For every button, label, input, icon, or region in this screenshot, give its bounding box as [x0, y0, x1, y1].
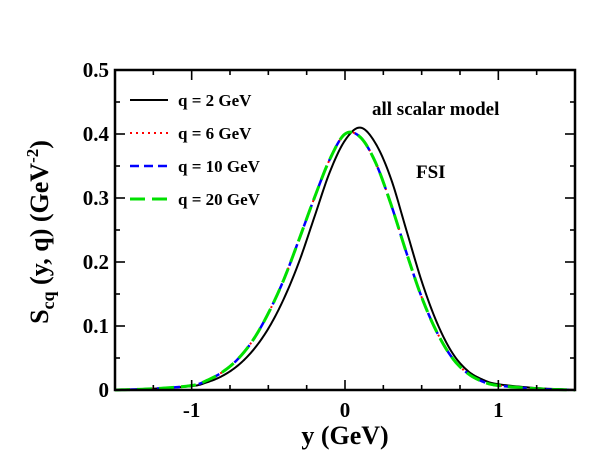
labels-layer: -1 0 1 0 0.1 0.2 0.3 0.4 0.5	[83, 58, 504, 422]
y-tick-label: 0.1	[83, 314, 109, 338]
y-tick-label: 0	[99, 378, 110, 402]
x-tick-label: 0	[340, 398, 351, 422]
ticks-layer	[114, 69, 576, 391]
y-tick-label: 0.5	[83, 58, 109, 82]
plot-frame	[113, 68, 577, 392]
y-tick-label: 0.2	[83, 250, 109, 274]
series-layer	[114, 126, 576, 392]
legend-label-1: q = 2 GeV	[178, 91, 252, 110]
annotation-fsi: FSI	[416, 162, 446, 183]
y-axis-title-sub: cq	[38, 291, 58, 309]
legend-label-4: q = 20 GeV	[178, 190, 261, 209]
y-axis-title-rest: (y, q) (GeV	[25, 163, 54, 292]
y-axis-title-close: )	[25, 140, 54, 149]
x-tick-label: -1	[183, 398, 201, 422]
y-tick-label: 0.3	[83, 186, 109, 210]
y-axis-title-main: S	[25, 309, 54, 323]
legend: q = 2 GeV q = 6 GeV q = 10 GeV q = 20 GeV	[130, 91, 261, 209]
annotation-model: all scalar model	[372, 99, 499, 120]
legend-label-3: q = 10 GeV	[178, 157, 261, 176]
x-axis-title: y (GeV)	[301, 421, 388, 450]
y-axis-title-sup: -2	[23, 149, 42, 163]
legend-label-2: q = 6 GeV	[178, 124, 252, 143]
y-axis-title: Scq (y, q) (GeV-2)	[23, 140, 58, 324]
y-tick-label: 0.4	[83, 122, 110, 146]
series-line-1	[114, 126, 576, 391]
x-tick-label: 1	[493, 398, 504, 422]
series-line-4	[114, 130, 576, 392]
